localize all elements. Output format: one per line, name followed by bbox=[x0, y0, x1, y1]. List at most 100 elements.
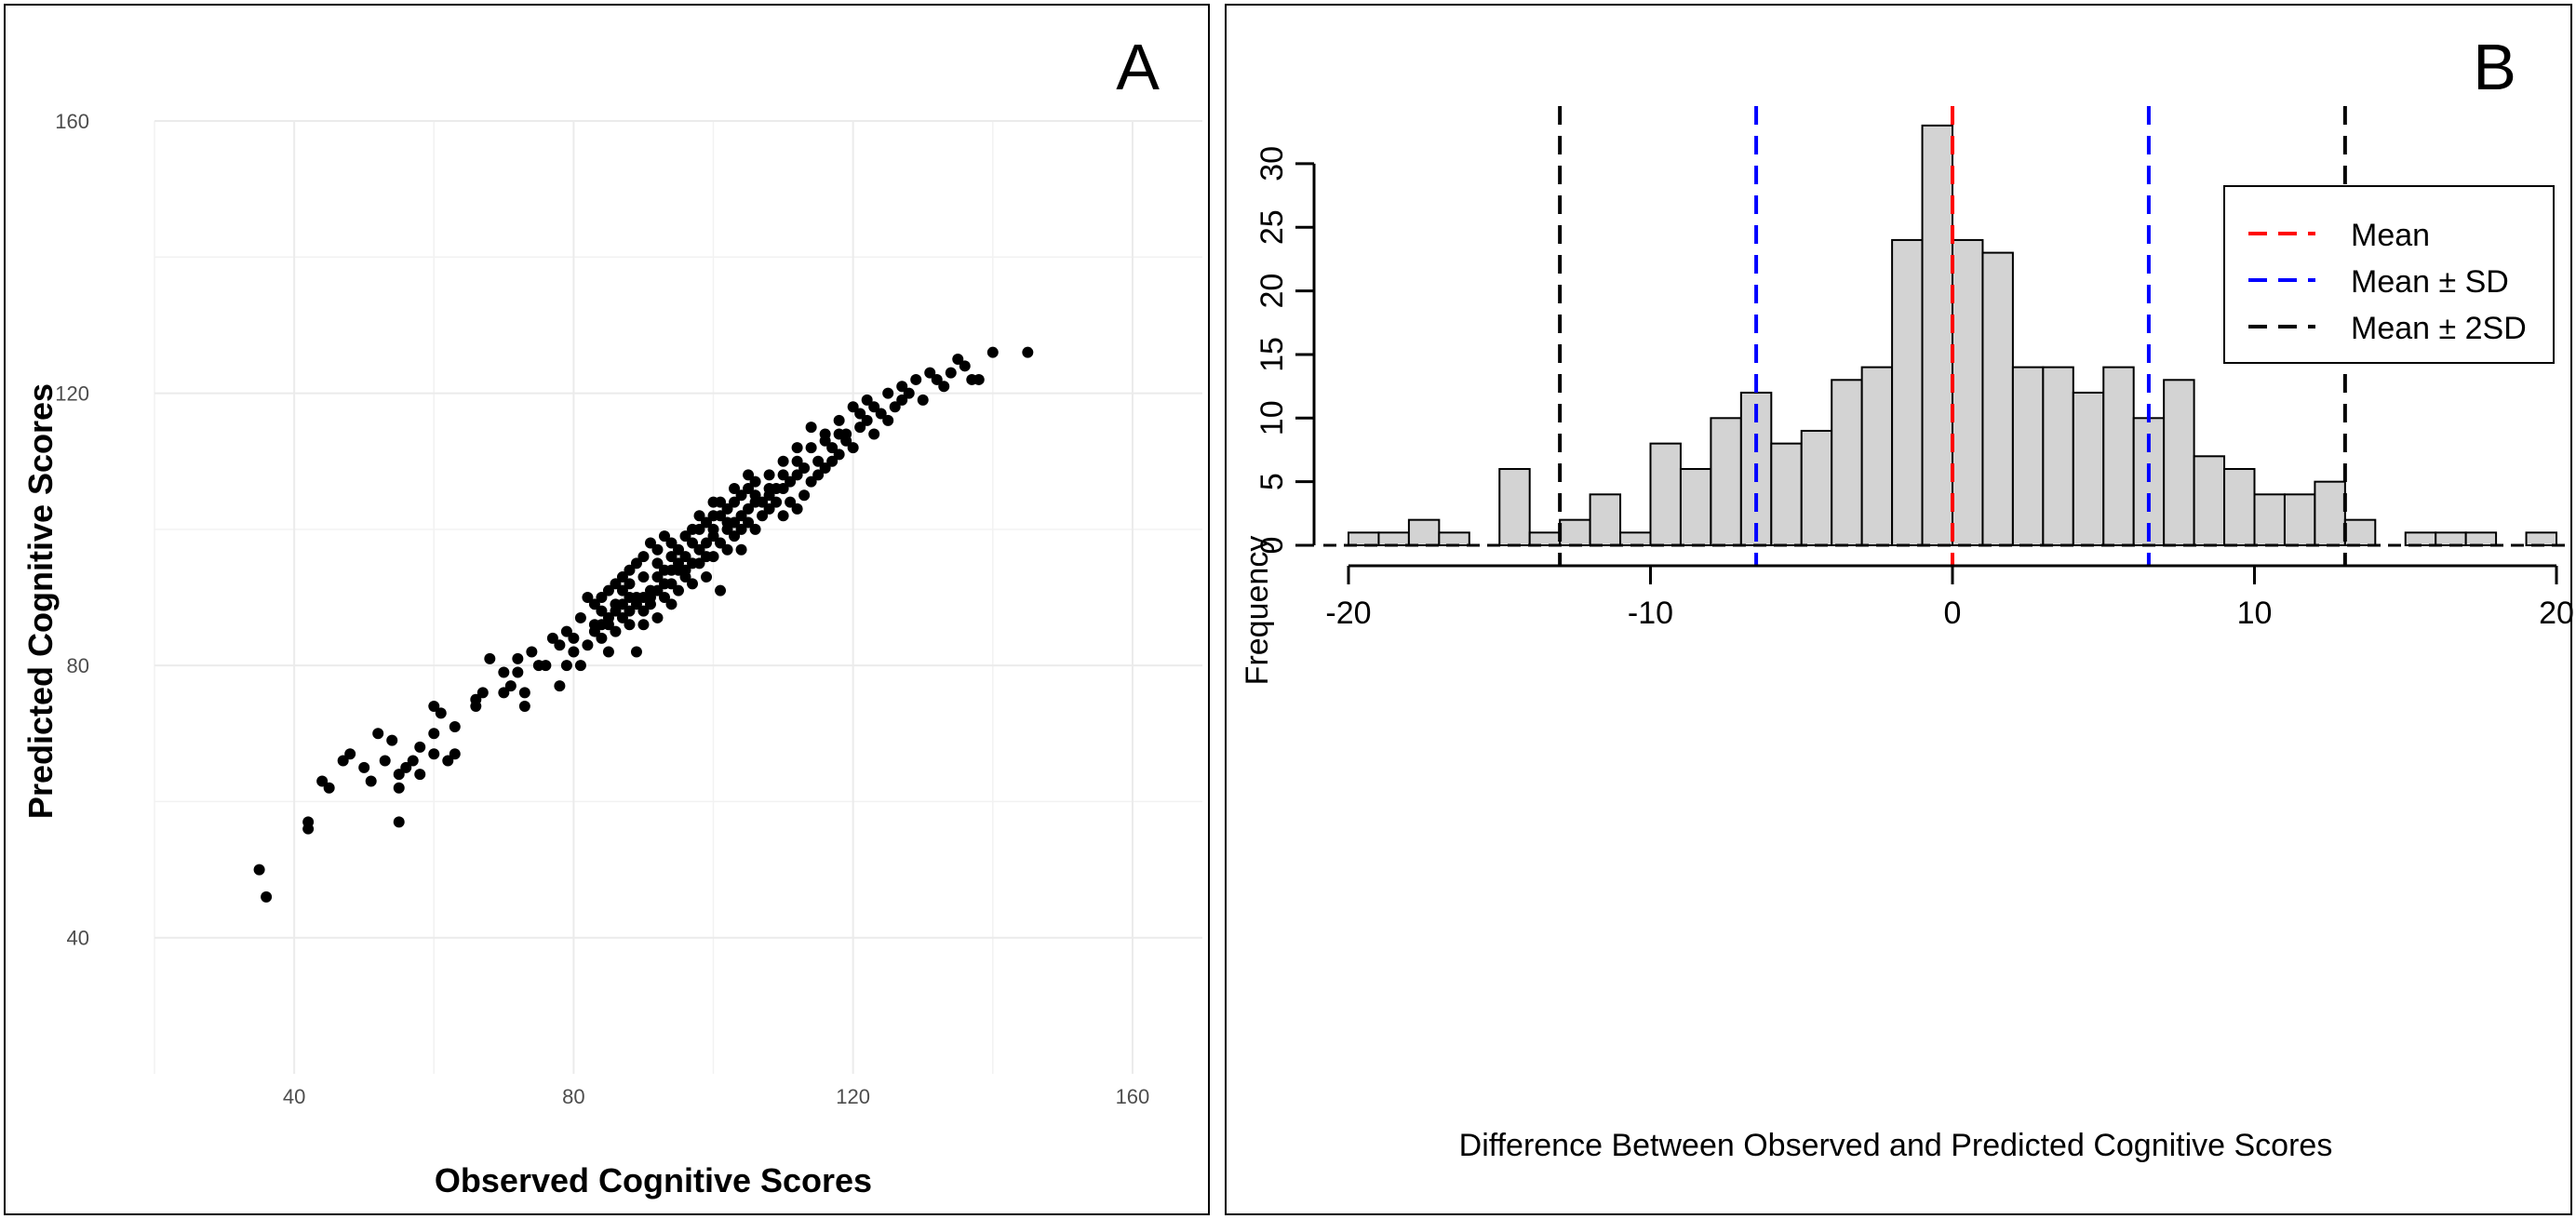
data-point bbox=[798, 462, 811, 475]
data-point bbox=[679, 564, 691, 576]
data-point bbox=[693, 543, 705, 556]
data-point bbox=[679, 551, 691, 563]
data-point bbox=[735, 510, 747, 522]
data-point bbox=[344, 748, 356, 760]
x-tick-labels: 40 80 120 160 bbox=[283, 1085, 1149, 1108]
data-point bbox=[560, 625, 572, 637]
data-point bbox=[624, 619, 636, 631]
data-point bbox=[526, 646, 538, 658]
histogram-bar bbox=[2193, 455, 2226, 546]
histogram-bar bbox=[1619, 531, 1652, 547]
data-point bbox=[715, 537, 727, 549]
histogram-bar bbox=[1981, 251, 2014, 546]
data-point bbox=[791, 455, 803, 467]
data-point bbox=[568, 646, 580, 658]
data-point bbox=[743, 516, 755, 529]
data-point bbox=[701, 516, 713, 529]
data-point bbox=[715, 584, 727, 596]
histogram-bar bbox=[1407, 518, 1441, 546]
data-point bbox=[407, 755, 419, 767]
data-point bbox=[602, 646, 614, 658]
data-point bbox=[637, 571, 650, 583]
data-point bbox=[665, 564, 678, 576]
histogram-bar bbox=[2314, 480, 2346, 546]
data-point bbox=[819, 462, 831, 475]
histogram-bar bbox=[1710, 417, 1742, 546]
data-point bbox=[945, 367, 957, 379]
data-point bbox=[938, 381, 950, 393]
data-point bbox=[749, 523, 761, 535]
data-point bbox=[630, 646, 642, 658]
histogram-chart: -20 -10 0 10 20 0 5 10 15 20 25 30 Mean Mean ± SD M… bbox=[1240, 106, 2574, 1163]
data-point bbox=[644, 537, 656, 549]
histogram-bar bbox=[1438, 531, 1470, 547]
y-tick-label: 0 bbox=[1254, 537, 1290, 555]
histogram-bar bbox=[1860, 366, 1894, 546]
data-point bbox=[365, 775, 377, 787]
data-point bbox=[540, 660, 552, 672]
x-axis-label: Observed Cognitive Scores bbox=[435, 1161, 872, 1199]
data-point bbox=[805, 442, 817, 454]
data-point bbox=[498, 666, 510, 678]
histogram-bar bbox=[1831, 379, 1863, 547]
data-point bbox=[854, 408, 866, 420]
histogram-bar bbox=[1528, 531, 1562, 547]
data-point bbox=[910, 373, 922, 385]
data-point bbox=[498, 687, 510, 699]
data-point bbox=[651, 584, 664, 596]
data-point bbox=[582, 592, 594, 603]
data-point bbox=[715, 496, 727, 508]
data-point bbox=[735, 489, 747, 502]
data-point bbox=[693, 510, 705, 522]
data-point bbox=[624, 592, 636, 603]
data-point bbox=[358, 761, 370, 773]
data-point bbox=[428, 728, 440, 740]
data-point bbox=[771, 496, 783, 508]
histogram-bar bbox=[2042, 366, 2074, 546]
data-point bbox=[812, 469, 825, 481]
data-point bbox=[560, 660, 572, 672]
data-point bbox=[414, 769, 426, 781]
data-point bbox=[546, 632, 558, 644]
data-point bbox=[386, 734, 398, 746]
data-point bbox=[582, 639, 594, 651]
data-point bbox=[442, 755, 454, 767]
data-point bbox=[833, 414, 845, 426]
data-point bbox=[484, 652, 496, 664]
data-point bbox=[896, 381, 908, 393]
panel-label-a: A bbox=[1116, 31, 1160, 103]
legend-label-2sd: Mean ± 2SD bbox=[2351, 311, 2527, 346]
data-point bbox=[379, 755, 391, 767]
data-point bbox=[763, 502, 775, 515]
data-point bbox=[568, 632, 580, 644]
data-point bbox=[588, 625, 600, 637]
data-point bbox=[763, 482, 775, 494]
axes: -20 -10 0 10 20 0 5 10 15 20 25 30 bbox=[1254, 146, 2574, 631]
data-point bbox=[616, 611, 628, 623]
y-tick-label: 25 bbox=[1254, 209, 1290, 245]
data-point bbox=[791, 442, 803, 454]
data-point bbox=[504, 680, 517, 692]
data-point bbox=[707, 523, 719, 535]
data-point bbox=[973, 373, 985, 385]
panel-label-b: B bbox=[2473, 31, 2516, 103]
data-point bbox=[1022, 346, 1034, 358]
data-point bbox=[302, 816, 315, 828]
histogram-bar bbox=[2072, 391, 2105, 546]
histogram-bar bbox=[2464, 531, 2498, 547]
data-point bbox=[798, 489, 811, 502]
data-point bbox=[715, 510, 727, 522]
data-point bbox=[889, 401, 901, 413]
data-point bbox=[785, 496, 797, 508]
histogram-bar bbox=[2223, 467, 2256, 547]
data-point bbox=[518, 701, 530, 713]
data-point bbox=[630, 557, 642, 569]
data-point bbox=[687, 523, 699, 535]
x-tick-label: -20 bbox=[1325, 596, 1371, 631]
x-tick-label: 20 bbox=[2539, 596, 2574, 631]
data-point bbox=[903, 387, 915, 399]
histogram-bar bbox=[1891, 238, 1924, 546]
data-point bbox=[574, 660, 586, 672]
data-point bbox=[673, 543, 684, 556]
data-point bbox=[868, 401, 880, 413]
